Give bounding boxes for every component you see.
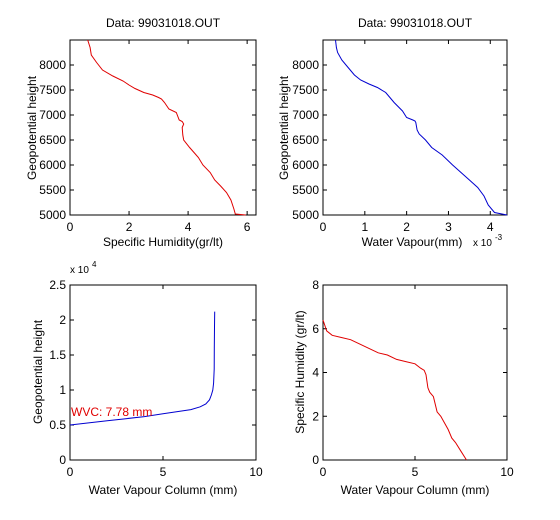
- x-tick-label: 2: [403, 220, 410, 234]
- x-tick-label: 5: [160, 465, 167, 479]
- y-axis-label: Geopotential height: [25, 75, 39, 180]
- panel-top-right: Data: 99031018.OUT Water Vapour(mm) Geop…: [277, 16, 508, 249]
- y-tick-label: 7000: [292, 108, 319, 122]
- y-tick-label: 0.5: [49, 418, 66, 432]
- plot-area: [69, 284, 257, 461]
- y-tick-label: 2.5: [49, 278, 66, 292]
- y-multiplier-exponent: 4: [92, 260, 97, 269]
- panel-bottom-left: Water Vapour Column (mm) Geopotential he…: [31, 260, 263, 497]
- x-tick-label: 0: [67, 465, 74, 479]
- y-tick-label: 6: [312, 322, 319, 336]
- panel-bottom-right: Water Vapour Column (mm) Specific Humidi…: [293, 278, 514, 497]
- y-tick-label: 6000: [292, 158, 319, 172]
- y-tick-label: 2: [312, 409, 319, 423]
- series-line: [322, 319, 467, 461]
- series-line: [87, 39, 246, 216]
- series-line: [335, 39, 508, 216]
- y-tick-label: 5500: [292, 183, 319, 197]
- y-tick-label: 6000: [39, 158, 66, 172]
- chart-title: Data: 99031018.OUT: [106, 16, 221, 30]
- x-multiplier: x 10: [473, 238, 492, 249]
- series-line: [69, 311, 216, 426]
- series-group: [69, 311, 216, 426]
- y-tick-label: 0: [59, 453, 66, 467]
- y-tick-label: 1.5: [49, 348, 66, 362]
- x-axis-label: Water Vapour(mm): [362, 235, 463, 249]
- x-tick-label: 5: [412, 465, 419, 479]
- x-tick-label: 0: [320, 220, 327, 234]
- plot-area: [322, 284, 508, 461]
- x-tick-label: 0: [67, 220, 74, 234]
- series-group: [335, 39, 508, 216]
- y-tick-label: 8000: [292, 58, 319, 72]
- y-tick-label: 7000: [39, 108, 66, 122]
- axis-ticks: 0 2 4 6 5000 5500 6000 6500 7000 7500 8000: [39, 40, 256, 234]
- x-axis-label: Water Vapour Column (mm): [89, 483, 238, 497]
- y-tick-label: 6500: [292, 133, 319, 147]
- y-tick-label: 4: [312, 366, 319, 380]
- series-group: [87, 39, 246, 216]
- y-axis-label: Specific Humidity (gr/lt): [293, 310, 307, 433]
- x-axis-label: Specific Humidity(gr/lt): [103, 235, 223, 249]
- axis-ticks: 0 1 2 3 4 5000 5500 6000 6500 7000 7500 8000: [292, 40, 507, 234]
- panel-top-left: Data: 99031018.OUT Specific Humidity(gr/…: [25, 16, 257, 249]
- plot-area: [322, 39, 508, 216]
- axis-ticks: 0 5 10 0 2 4 6 8: [312, 278, 514, 479]
- y-tick-label: 7500: [292, 83, 319, 97]
- y-axis-label: Geopotential height: [277, 75, 291, 180]
- x-tick-label: 0: [320, 465, 327, 479]
- wvc-annotation: WVC: 7.78 mm: [71, 405, 152, 419]
- x-axis-label: Water Vapour Column (mm): [341, 483, 490, 497]
- y-tick-label: 7500: [39, 83, 66, 97]
- y-axis-label: Geopotential height: [31, 319, 45, 424]
- x-tick-label: 4: [185, 220, 192, 234]
- y-tick-label: 6500: [39, 133, 66, 147]
- x-tick-label: 2: [126, 220, 133, 234]
- y-multiplier: x 10: [70, 265, 89, 276]
- y-tick-label: 5500: [39, 183, 66, 197]
- axis-ticks: 0 5 10 0 0.5 1 1.5 2 2.5: [49, 278, 263, 479]
- y-tick-label: 5000: [39, 208, 66, 222]
- x-tick-label: 4: [487, 220, 494, 234]
- y-tick-label: 8: [312, 278, 319, 292]
- x-tick-label: 3: [445, 220, 452, 234]
- x-multiplier-exponent: -3: [495, 233, 503, 242]
- y-tick-label: 5000: [292, 208, 319, 222]
- x-tick-label: 10: [249, 465, 263, 479]
- y-tick-label: 1: [59, 383, 66, 397]
- y-tick-label: 2: [59, 313, 66, 327]
- y-tick-label: 8000: [39, 58, 66, 72]
- y-tick-label: 0: [312, 453, 319, 467]
- x-tick-label: 1: [361, 220, 368, 234]
- x-tick-label: 10: [500, 465, 514, 479]
- chart-title: Data: 99031018.OUT: [358, 16, 473, 30]
- series-group: [322, 319, 467, 461]
- x-tick-label: 6: [244, 220, 251, 234]
- plot-area: [69, 39, 257, 216]
